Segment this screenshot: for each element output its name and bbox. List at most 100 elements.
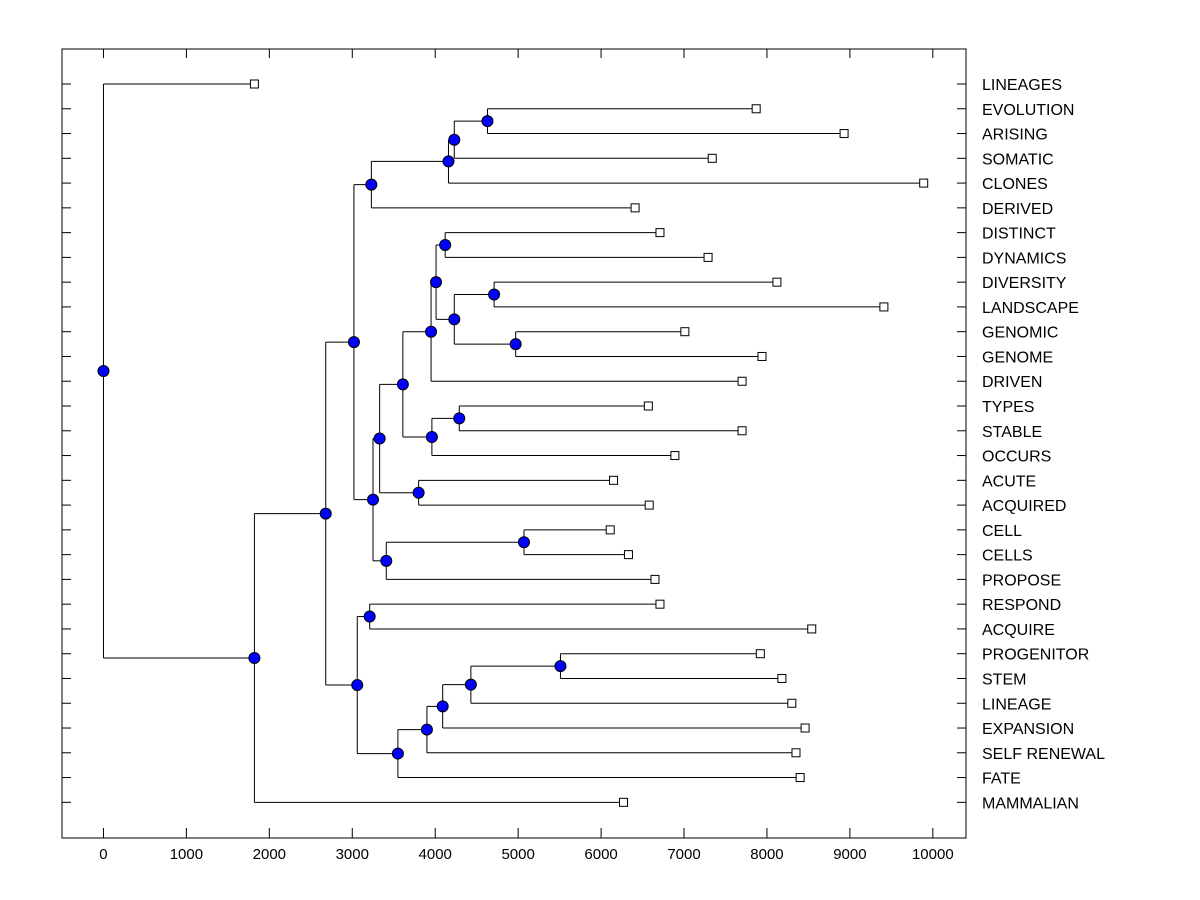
leaf-marker — [755, 649, 765, 659]
leaf-marker — [618, 797, 628, 807]
merge-node — [365, 178, 378, 191]
merge-node — [373, 432, 386, 445]
leaf-markers — [249, 79, 929, 807]
leaf-label: STABLE — [982, 424, 1042, 441]
leaf-label: CELL — [982, 523, 1022, 540]
leaf-label: LINEAGE — [982, 696, 1051, 713]
leaf-marker — [839, 129, 849, 139]
leaf-label: CELLS — [982, 548, 1033, 565]
leaf-label: EXPANSION — [982, 721, 1074, 738]
leaf-label: DISTINCT — [982, 226, 1056, 243]
leaf-marker — [643, 401, 653, 411]
leaf-marker — [609, 475, 619, 485]
leaf-label: RESPOND — [982, 597, 1061, 614]
plot-frame — [61, 48, 967, 839]
leaf-marker — [707, 153, 717, 163]
leaf-label: ACQUIRE — [982, 622, 1055, 639]
x-tick-label: 8000 — [750, 846, 783, 863]
merge-node — [425, 430, 438, 443]
merge-node — [554, 660, 567, 673]
leaf-label: MAMMALIAN — [982, 795, 1079, 812]
leaf-marker — [777, 673, 787, 683]
leaf-label: TYPES — [982, 399, 1034, 416]
merge-node — [420, 723, 433, 736]
leaf-marker — [737, 426, 747, 436]
merge-node — [425, 325, 438, 338]
merge-node — [319, 507, 332, 520]
x-tick-label: 4000 — [419, 846, 452, 863]
node-markers — [97, 115, 567, 760]
leaf-marker — [795, 773, 805, 783]
leaf-marker — [670, 451, 680, 461]
merge-node — [448, 133, 461, 146]
merge-node — [248, 651, 261, 664]
leaf-marker — [772, 277, 782, 287]
leaf-marker — [800, 723, 810, 733]
x-tick-label: 10000 — [912, 846, 954, 863]
leaf-label: PROPOSE — [982, 572, 1061, 589]
merge-node — [367, 493, 380, 506]
merge-node — [448, 313, 461, 326]
x-tick-label: 0 — [99, 846, 107, 863]
merge-node — [509, 338, 522, 351]
leaf-marker — [737, 376, 747, 386]
leaf-label: DYNAMICS — [982, 250, 1066, 267]
leaf-label: PROGENITOR — [982, 647, 1089, 664]
merge-node — [347, 336, 360, 349]
x-tick-label: 5000 — [501, 846, 534, 863]
leaf-marker — [249, 79, 259, 89]
x-tick-label: 3000 — [336, 846, 369, 863]
leaf-label: DRIVEN — [982, 374, 1042, 391]
leaf-marker — [751, 104, 761, 114]
leaf-marker — [787, 698, 797, 708]
leaf-label: ARISING — [982, 127, 1048, 144]
merge-node — [517, 536, 530, 549]
merge-node — [442, 155, 455, 168]
leaf-label: DIVERSITY — [982, 275, 1067, 292]
leaf-marker — [644, 500, 654, 510]
leaf-label: FATE — [982, 771, 1021, 788]
merge-node — [464, 678, 477, 691]
merge-node — [453, 412, 466, 425]
leaf-marker — [703, 252, 713, 262]
leaf-marker — [630, 203, 640, 213]
leaf-label: EVOLUTION — [982, 102, 1074, 119]
leaf-label: ACQUIRED — [982, 498, 1066, 515]
leaf-marker — [655, 599, 665, 609]
leaf-label: GENOMIC — [982, 325, 1058, 342]
leaf-marker — [757, 351, 767, 361]
root-node — [97, 364, 110, 377]
leaf-label: SELF RENEWAL — [982, 746, 1105, 763]
leaf-label: OCCURS — [982, 449, 1051, 466]
leaf-label: SOMATIC — [982, 151, 1054, 168]
x-tick-label: 9000 — [833, 846, 866, 863]
leaf-marker — [605, 525, 615, 535]
merge-node — [430, 276, 443, 289]
x-tick-label: 2000 — [253, 846, 286, 863]
merge-node — [412, 486, 425, 499]
leaf-marker — [879, 302, 889, 312]
merge-node — [351, 679, 364, 692]
leaf-marker — [650, 574, 660, 584]
leaf-label: DERIVED — [982, 201, 1053, 218]
leaf-label: CLONES — [982, 176, 1048, 193]
leaf-label: LANDSCAPE — [982, 300, 1079, 317]
x-tick-label: 1000 — [170, 846, 203, 863]
leaf-marker — [919, 178, 929, 188]
leaf-marker — [623, 550, 633, 560]
leaf-label: STEM — [982, 671, 1026, 688]
leaf-marker — [791, 748, 801, 758]
leaf-label: GENOME — [982, 349, 1053, 366]
merge-node — [391, 747, 404, 760]
merge-node — [436, 700, 449, 713]
leaf-label: LINEAGES — [982, 77, 1062, 94]
merge-node — [380, 554, 393, 567]
leaf-marker — [807, 624, 817, 634]
merge-node — [396, 378, 409, 391]
leaf-marker — [655, 228, 665, 238]
merge-node — [439, 239, 452, 252]
leaf-labels: LINEAGES EVOLUTION ARISING SOMATIC CLONES DER… — [982, 77, 1105, 812]
leaf-label: ACUTE — [982, 473, 1036, 490]
x-tick-label: 6000 — [584, 846, 617, 863]
